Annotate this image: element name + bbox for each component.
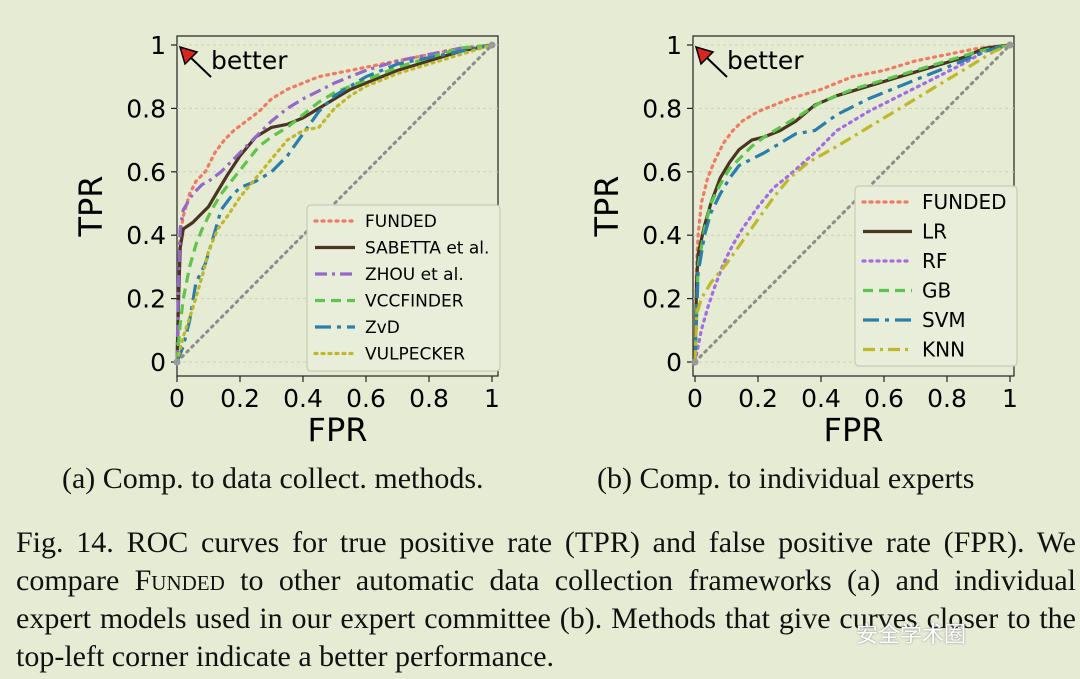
y-tick-label: 0.6 bbox=[642, 158, 682, 187]
series-line bbox=[175, 43, 493, 363]
x-tick-label: 1 bbox=[1002, 384, 1018, 413]
better-arrow-head bbox=[178, 45, 199, 66]
reference-marker bbox=[691, 358, 699, 366]
watermark-text: 安全学术圈 bbox=[856, 623, 967, 648]
reference-marker bbox=[1006, 41, 1014, 49]
caption-part1: Fig. 14. ROC curves for true positive ra… bbox=[16, 526, 1076, 597]
y-tick-label: 0.2 bbox=[126, 285, 166, 314]
series-line bbox=[175, 43, 493, 363]
legend-label: KNN bbox=[922, 338, 965, 362]
caption-funded: Funded bbox=[134, 564, 225, 597]
x-tick-label: 0 bbox=[169, 384, 185, 413]
legend-label: LR bbox=[922, 220, 947, 244]
diagonal-reference-line bbox=[175, 43, 494, 364]
legend-label: RF bbox=[922, 249, 947, 273]
series-line bbox=[175, 43, 493, 363]
y-tick-label: 0.6 bbox=[126, 158, 166, 187]
legend-label: SABETTA et al. bbox=[365, 239, 489, 259]
y-tick-label: 0.8 bbox=[126, 94, 166, 123]
x-tick-label: 0 bbox=[687, 384, 703, 413]
figure-canvas: 0 0.2 0.4 0.6 0.8 1 0 0.2 0.4 0.6 0.8 1 FPR TPR better… bbox=[72, 31, 1018, 449]
caption-part2: to other automatic data collection frame… bbox=[16, 564, 1076, 673]
series-line bbox=[693, 43, 1011, 363]
chart-panel-a: 0 0.2 0.4 0.6 0.8 1 0 0.2 0.4 0.6 0.8 1 FPR TPR better… bbox=[72, 31, 501, 449]
x-tick-label: 0.4 bbox=[283, 384, 323, 413]
better-arrow-head bbox=[694, 45, 715, 66]
x-tick-label: 0.6 bbox=[346, 384, 386, 413]
better-annotation: better bbox=[211, 46, 288, 75]
subcaption-b: (b) Comp. to individual experts bbox=[597, 462, 975, 495]
better-arrow-shaft bbox=[187, 54, 212, 78]
legend-label: VULPECKER bbox=[365, 345, 465, 365]
x-tick-label: 0.4 bbox=[801, 384, 841, 413]
series-line bbox=[693, 43, 1012, 364]
subcaption-a: (a) Comp. to data collect. methods. bbox=[62, 462, 484, 495]
reference-marker bbox=[173, 358, 181, 366]
legend-label: FUNDED bbox=[922, 190, 1007, 214]
y-axis-label: TPR bbox=[588, 175, 626, 237]
legend-label: GB bbox=[922, 279, 951, 303]
y-tick-label: 0.2 bbox=[642, 285, 682, 314]
legend-label: FUNDED bbox=[365, 212, 437, 232]
legend-label: ZHOU et al. bbox=[365, 265, 464, 285]
x-tick-label: 1 bbox=[484, 384, 500, 413]
y-tick-label: 0 bbox=[150, 348, 166, 377]
y-tick-label: 0 bbox=[666, 348, 682, 377]
legend-label: ZvD bbox=[365, 318, 400, 338]
chart-panel-b: 0 0.2 0.4 0.6 0.8 1 0 0.2 0.4 0.6 0.8 1 FPR TPR better… bbox=[588, 31, 1018, 449]
x-tick-label: 0.2 bbox=[738, 384, 778, 413]
better-arrow-shaft bbox=[703, 54, 728, 78]
legend-label: VCCFINDER bbox=[365, 292, 464, 312]
x-tick-label: 0.6 bbox=[864, 384, 904, 413]
legend-label: SVM bbox=[922, 308, 966, 332]
y-axis-label: TPR bbox=[72, 175, 110, 237]
series-line bbox=[693, 43, 1012, 364]
series-line bbox=[693, 43, 1011, 363]
x-tick-label: 0.8 bbox=[409, 384, 449, 413]
series-line bbox=[175, 43, 494, 364]
diagonal-reference-line bbox=[693, 43, 1012, 364]
series-line bbox=[693, 43, 1011, 363]
x-axis-label: FPR bbox=[308, 411, 368, 449]
x-tick-label: 0.2 bbox=[220, 384, 260, 413]
series-line bbox=[175, 43, 493, 363]
legend-box bbox=[306, 204, 501, 372]
x-tick-label: 0.8 bbox=[927, 384, 967, 413]
better-annotation: better bbox=[727, 46, 804, 75]
y-tick-label: 0.4 bbox=[642, 221, 682, 250]
y-tick-label: 0.8 bbox=[642, 94, 682, 123]
y-tick-label: 1 bbox=[150, 31, 166, 60]
y-tick-label: 1 bbox=[666, 31, 682, 60]
reference-marker bbox=[488, 41, 496, 49]
x-axis-label: FPR bbox=[824, 411, 884, 449]
figure-caption: Fig. 14. ROC curves for true positive ra… bbox=[16, 524, 1076, 676]
y-tick-label: 0.4 bbox=[126, 221, 166, 250]
